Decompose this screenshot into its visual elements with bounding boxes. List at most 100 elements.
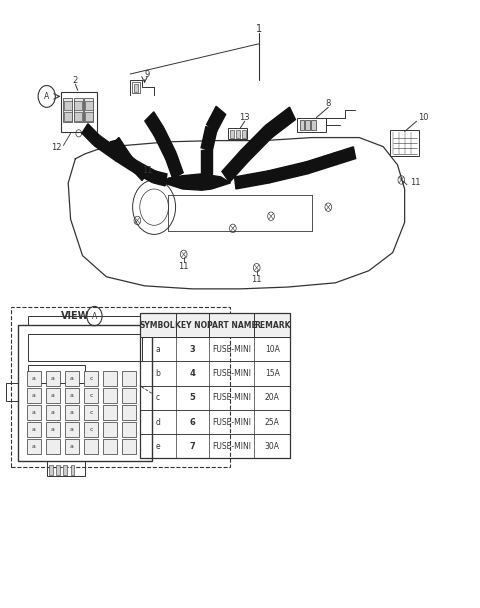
Bar: [122, 422, 136, 437]
Bar: [140, 410, 290, 434]
Text: 5: 5: [189, 393, 195, 402]
Bar: [140, 362, 290, 385]
Text: 7: 7: [190, 442, 195, 451]
Text: a: a: [32, 444, 36, 449]
Polygon shape: [95, 136, 120, 161]
Bar: [103, 388, 117, 403]
Text: FUSE-MINI: FUSE-MINI: [212, 442, 251, 451]
Text: FUSE-MINI: FUSE-MINI: [212, 369, 251, 378]
Bar: [18, 325, 152, 461]
Bar: [140, 434, 290, 458]
Polygon shape: [201, 126, 217, 151]
Bar: [103, 405, 117, 420]
Polygon shape: [266, 107, 296, 138]
Bar: [103, 422, 117, 437]
Bar: [140, 313, 290, 337]
Text: 6: 6: [189, 418, 195, 427]
Bar: [65, 405, 79, 420]
Bar: [63, 98, 72, 122]
Polygon shape: [145, 112, 163, 136]
Bar: [6, 382, 18, 401]
Text: a: a: [32, 410, 36, 415]
Bar: [74, 102, 82, 110]
Text: 15A: 15A: [265, 369, 280, 378]
Text: 9: 9: [144, 69, 150, 78]
Text: c: c: [89, 427, 93, 432]
Polygon shape: [222, 150, 249, 182]
Bar: [311, 120, 316, 130]
Bar: [305, 120, 310, 130]
Bar: [103, 371, 117, 386]
Bar: [65, 371, 79, 386]
Text: a: a: [70, 444, 74, 449]
Text: 13: 13: [240, 113, 250, 122]
Bar: [84, 422, 98, 437]
Bar: [300, 120, 304, 130]
Bar: [27, 439, 41, 454]
Polygon shape: [125, 155, 147, 181]
Bar: [64, 102, 72, 110]
Bar: [47, 461, 85, 477]
Bar: [84, 439, 98, 454]
Bar: [74, 98, 83, 122]
Bar: [28, 365, 85, 382]
Text: 12: 12: [51, 143, 61, 153]
Text: 11: 11: [252, 275, 262, 285]
Bar: [84, 98, 93, 122]
Text: FUSE-MINI: FUSE-MINI: [212, 345, 251, 354]
Bar: [46, 439, 60, 454]
Bar: [122, 405, 136, 420]
Bar: [140, 385, 290, 410]
Polygon shape: [113, 137, 131, 162]
Text: 10: 10: [419, 113, 429, 122]
Bar: [56, 465, 60, 475]
Text: a: a: [70, 393, 74, 398]
Bar: [27, 405, 41, 420]
Bar: [74, 112, 82, 121]
Text: a: a: [70, 427, 74, 432]
Bar: [140, 337, 290, 362]
Text: e: e: [156, 442, 160, 451]
Text: a: a: [156, 345, 160, 354]
Bar: [46, 422, 60, 437]
Text: 8: 8: [325, 98, 331, 108]
Bar: [46, 371, 60, 386]
Polygon shape: [135, 162, 156, 182]
Bar: [84, 388, 98, 403]
Polygon shape: [334, 147, 356, 165]
Bar: [65, 439, 79, 454]
Polygon shape: [201, 150, 212, 174]
Bar: [84, 371, 98, 386]
Text: FUSE-MINI: FUSE-MINI: [212, 393, 251, 402]
Polygon shape: [82, 124, 100, 145]
Text: 11: 11: [410, 179, 421, 187]
Bar: [85, 112, 93, 121]
Bar: [132, 83, 140, 94]
Text: 3: 3: [190, 345, 195, 354]
Bar: [64, 112, 72, 121]
Bar: [46, 388, 60, 403]
Text: PART NAME: PART NAME: [207, 320, 256, 330]
Bar: [236, 130, 240, 137]
Polygon shape: [306, 153, 336, 174]
Bar: [122, 371, 136, 386]
Bar: [230, 130, 234, 137]
Text: c: c: [89, 376, 93, 381]
Text: 25A: 25A: [265, 418, 280, 427]
Text: a: a: [51, 393, 55, 398]
Polygon shape: [241, 126, 272, 161]
Bar: [28, 334, 142, 362]
Bar: [65, 388, 79, 403]
Bar: [103, 439, 117, 454]
Polygon shape: [235, 171, 269, 189]
Polygon shape: [206, 106, 226, 133]
Bar: [122, 439, 136, 454]
Text: 10A: 10A: [265, 345, 280, 354]
Bar: [242, 130, 246, 137]
Text: a: a: [32, 393, 36, 398]
Bar: [63, 465, 67, 475]
Text: 1: 1: [256, 24, 262, 33]
Polygon shape: [153, 171, 167, 186]
Bar: [65, 422, 79, 437]
Text: c: c: [89, 410, 93, 415]
